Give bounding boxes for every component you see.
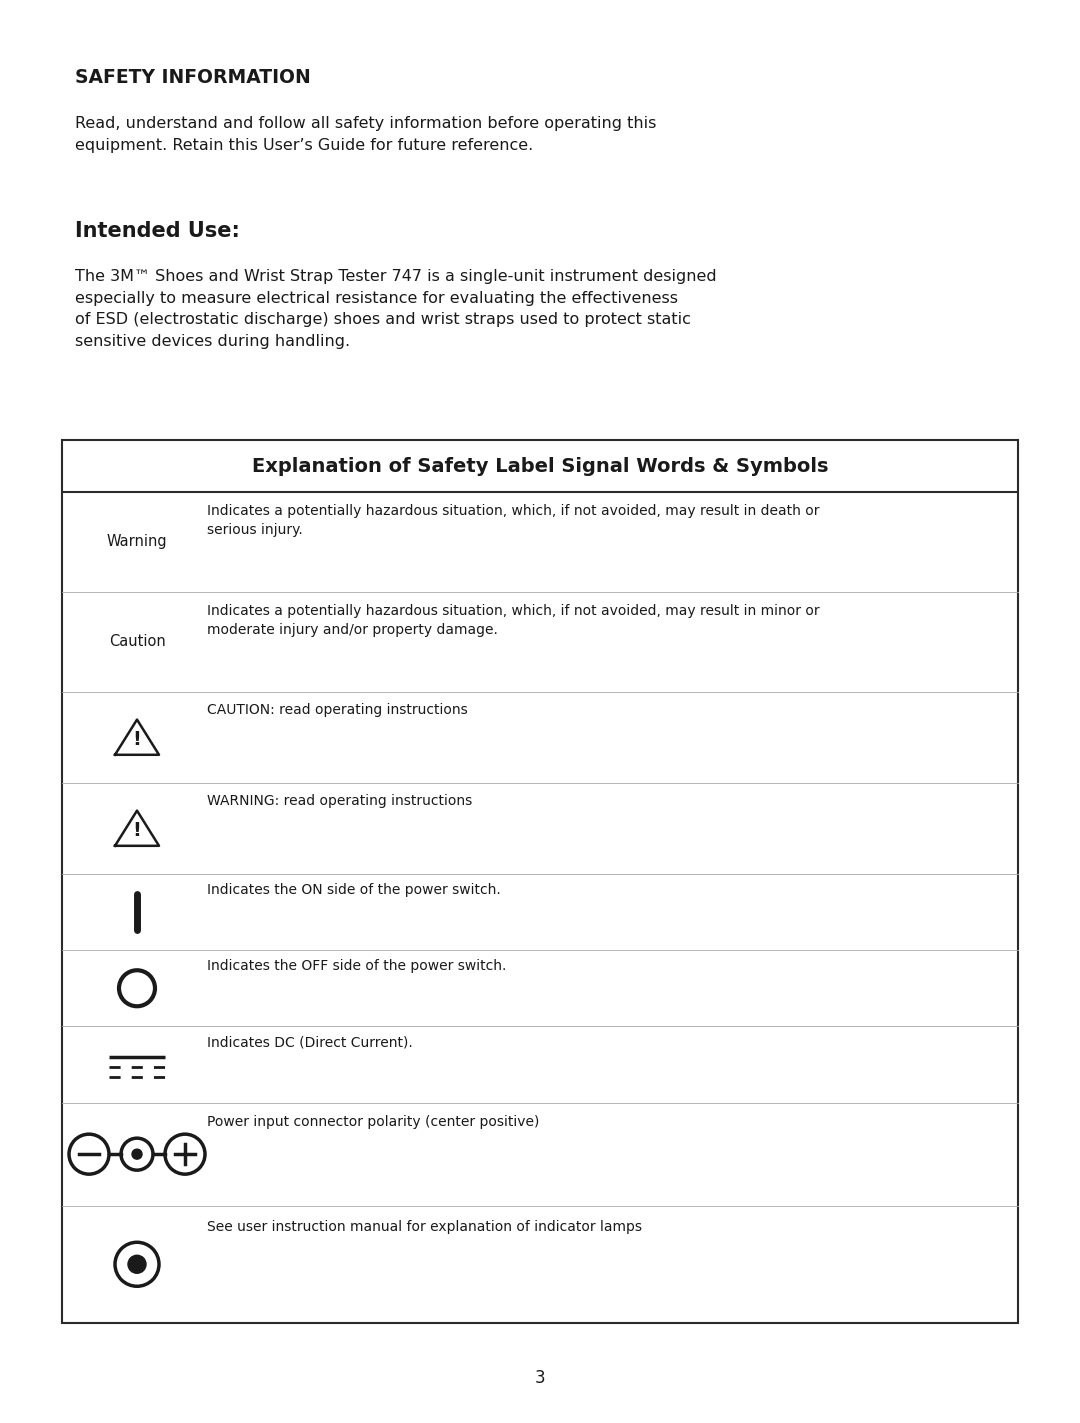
Bar <box>62 440 1018 1323</box>
Text: !: ! <box>133 730 141 748</box>
Text: Indicates a potentially hazardous situation, which, if not avoided, may result i: Indicates a potentially hazardous situat… <box>207 504 820 536</box>
Text: !: ! <box>133 821 141 840</box>
Text: 3: 3 <box>535 1369 545 1387</box>
Text: SAFETY INFORMATION: SAFETY INFORMATION <box>75 68 311 87</box>
Text: Indicates DC (Direct Current).: Indicates DC (Direct Current). <box>207 1036 413 1050</box>
Text: Indicates the OFF side of the power switch.: Indicates the OFF side of the power swit… <box>207 959 507 973</box>
Circle shape <box>129 1255 146 1274</box>
Text: WARNING: read operating instructions: WARNING: read operating instructions <box>207 794 472 808</box>
Circle shape <box>132 1150 141 1160</box>
Text: Explanation of Safety Label Signal Words & Symbols: Explanation of Safety Label Signal Words… <box>252 457 828 475</box>
Text: Indicates a potentially hazardous situation, which, if not avoided, may result i: Indicates a potentially hazardous situat… <box>207 603 820 636</box>
Text: Power input connector polarity (center positive): Power input connector polarity (center p… <box>207 1116 539 1128</box>
Text: Read, understand and follow all safety information before operating this
equipme: Read, understand and follow all safety i… <box>75 117 657 152</box>
Text: See user instruction manual for explanation of indicator lamps: See user instruction manual for explanat… <box>207 1220 642 1234</box>
Text: Intended Use:: Intended Use: <box>75 221 240 240</box>
Text: The 3M™ Shoes and Wrist Strap Tester 747 is a single-unit instrument designed
es: The 3M™ Shoes and Wrist Strap Tester 747… <box>75 269 717 349</box>
Text: CAUTION: read operating instructions: CAUTION: read operating instructions <box>207 703 468 717</box>
Text: Indicates the ON side of the power switch.: Indicates the ON side of the power switc… <box>207 882 501 896</box>
Text: Caution: Caution <box>109 635 165 649</box>
Text: Warning: Warning <box>107 535 167 549</box>
